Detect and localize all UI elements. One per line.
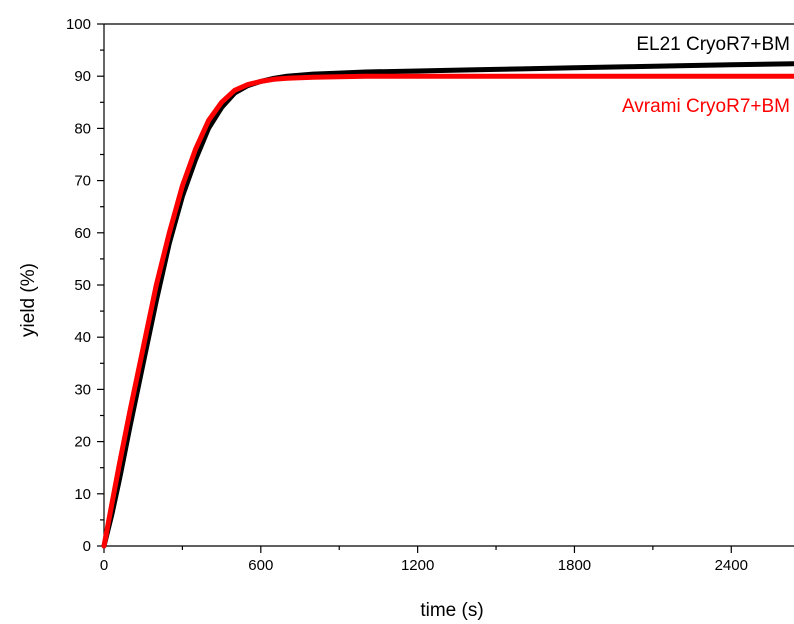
- y-tick-label: 10: [74, 486, 91, 503]
- y-tick-label: 70: [74, 173, 91, 190]
- x-axis-ticks: 0 600 1200 1800 2400: [100, 546, 748, 574]
- x-tick-label: 600: [248, 557, 273, 574]
- series-layer: [101, 61, 794, 549]
- y-tick-label: 30: [74, 381, 91, 398]
- y-tick-label: 20: [74, 434, 91, 451]
- x-tick-label: 2400: [715, 557, 748, 574]
- y-tick-label: 60: [74, 225, 91, 242]
- y-tick-label: 50: [74, 277, 91, 294]
- y-tick-label: 40: [74, 329, 91, 346]
- y-axis-title: yield (%): [18, 263, 39, 337]
- x-axis-title: time (s): [420, 600, 483, 621]
- y-tick-label: 80: [74, 120, 91, 137]
- y-tick-label: 100: [66, 16, 91, 33]
- legend: EL21 CryoR7+BM Avrami CryoR7+BM: [622, 34, 790, 117]
- y-axis-ticks: 0 10 20 30 40 50 60 70 80 90 100: [66, 16, 104, 555]
- y-tick-label: 0: [83, 538, 91, 555]
- legend-label-1: EL21 CryoR7+BM: [636, 34, 790, 55]
- series-line-2: [101, 73, 794, 549]
- x-tick-label: 1800: [558, 557, 591, 574]
- x-tick-label: 0: [100, 557, 108, 574]
- series-line-1: [101, 61, 794, 549]
- y-tick-label: 90: [74, 68, 91, 85]
- x-tick-label: 1200: [401, 557, 434, 574]
- legend-label-2: Avrami CryoR7+BM: [622, 96, 790, 117]
